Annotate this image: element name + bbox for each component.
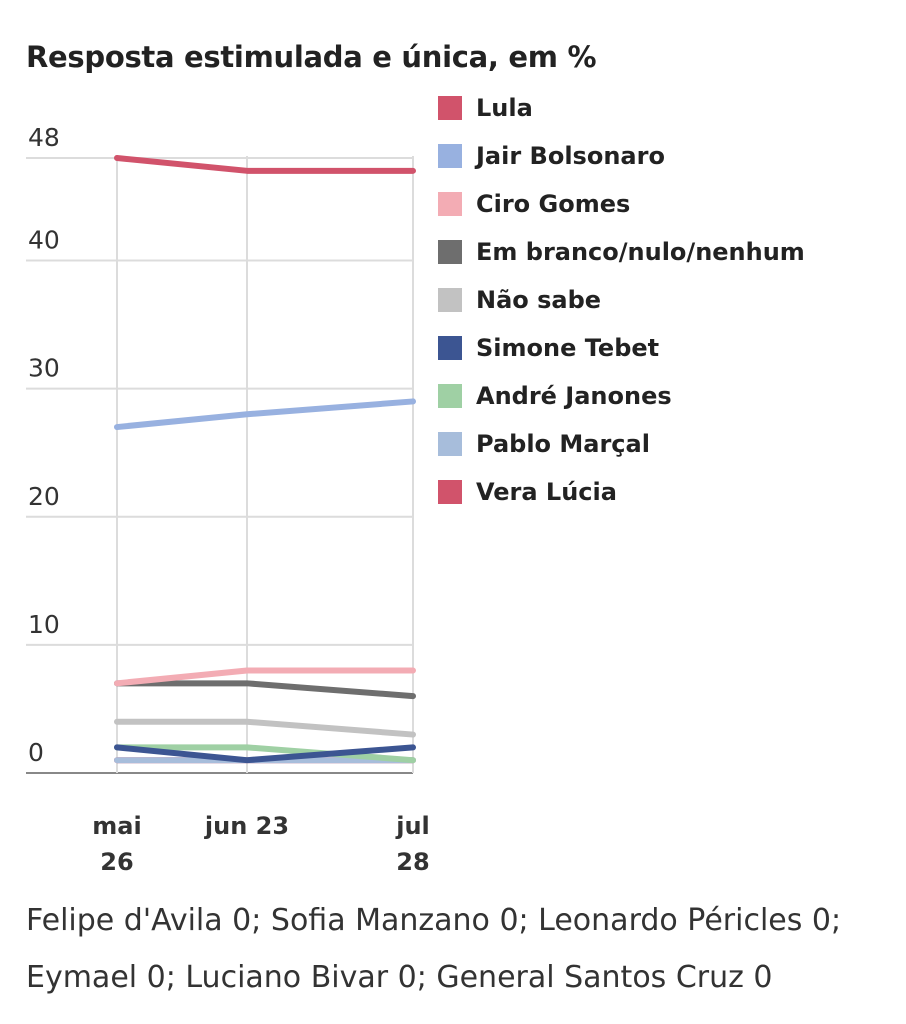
x-tick-label: mai 26 (92, 812, 141, 876)
x-axis-ticks: mai 26 jun 23 jul 28 (92, 812, 429, 876)
legend-swatch (438, 144, 462, 168)
legend-item: Não sabe (438, 276, 805, 324)
legend-swatch (438, 480, 462, 504)
legend-label: Não sabe (476, 286, 602, 314)
series-line-em-branco-nulo-nenhum (114, 680, 416, 700)
legend-item: Ciro Gomes (438, 180, 805, 228)
x-tick-label: jul 28 (395, 812, 430, 876)
legend-label: Vera Lúcia (476, 478, 617, 506)
legend-swatch (438, 192, 462, 216)
legend-swatch (438, 288, 462, 312)
y-tick-label: 0 (28, 738, 44, 767)
legend-swatch (438, 96, 462, 120)
legend-label: André Janones (476, 382, 672, 410)
y-tick-label: 40 (28, 226, 60, 255)
y-tick-label: 30 (28, 354, 60, 383)
legend-item: Jair Bolsonaro (438, 132, 805, 180)
series-line-n-o-sabe (114, 718, 416, 738)
legend-swatch (438, 384, 462, 408)
line-chart: 48 40 30 20 10 0 mai 26 jun 23 jul 28 (26, 123, 430, 876)
series-line-andr-janones (114, 744, 416, 764)
series-lines (114, 155, 416, 764)
y-tick-label: 48 (28, 123, 60, 152)
footnote: Felipe d'Avila 0; Sofia Manzano 0; Leona… (26, 903, 842, 995)
series-line-ciro-gomes (114, 667, 416, 687)
legend-swatch (438, 336, 462, 360)
legend-item: André Janones (438, 372, 805, 420)
x-tick-label: jun 23 (204, 812, 289, 840)
legend-label: Jair Bolsonaro (476, 142, 665, 170)
legend-item: Vera Lúcia (438, 468, 805, 516)
legend-label: Em branco/nulo/nenhum (476, 238, 805, 266)
legend-label: Pablo Marçal (476, 430, 650, 458)
series-line-lula (114, 155, 416, 174)
legend-item: Em branco/nulo/nenhum (438, 228, 805, 276)
legend-label: Simone Tebet (476, 334, 660, 362)
y-tick-label: 10 (28, 610, 60, 639)
chart-title: Resposta estimulada e única, em % (26, 40, 597, 74)
legend-item: Pablo Marçal (438, 420, 805, 468)
legend-item: Simone Tebet (438, 324, 805, 372)
legend-swatch (438, 240, 462, 264)
series-line-jair-bolsonaro (114, 398, 416, 431)
legend-label: Lula (476, 94, 533, 122)
y-tick-label: 20 (28, 482, 60, 511)
legend-swatch (438, 432, 462, 456)
series-line-simone-tebet (114, 744, 416, 764)
legend-label: Ciro Gomes (476, 190, 631, 218)
legend: Lula Jair Bolsonaro Ciro Gomes Em branco/nu… (438, 84, 805, 516)
y-axis-ticks: 48 40 30 20 10 0 (28, 123, 60, 767)
legend-item: Lula (438, 84, 805, 132)
